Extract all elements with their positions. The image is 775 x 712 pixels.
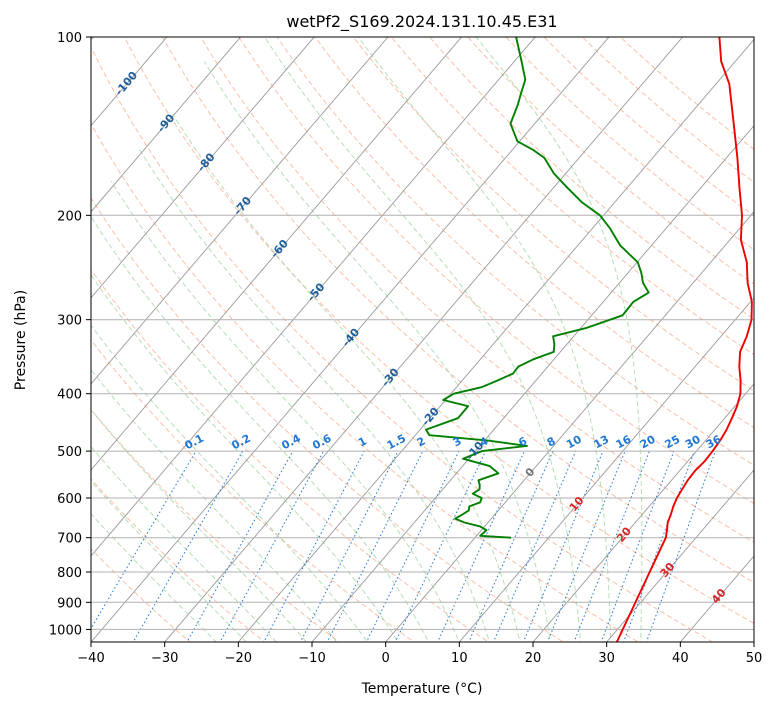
x-tick-label: −20 bbox=[225, 651, 252, 666]
y-tick-label: 300 bbox=[57, 314, 82, 329]
y-tick-label: 800 bbox=[57, 566, 82, 581]
y-axis-label: Pressure (hPa) bbox=[13, 290, 29, 390]
y-tick-label: 500 bbox=[57, 445, 82, 460]
y-tick-label: 200 bbox=[57, 209, 82, 224]
x-tick-label: 0 bbox=[382, 651, 390, 666]
plot-area bbox=[91, 37, 754, 642]
x-tick-label: 10 bbox=[451, 651, 468, 666]
y-tick-label: 1000 bbox=[49, 623, 82, 638]
x-tick-label: −40 bbox=[77, 651, 104, 666]
y-tick-label: 600 bbox=[57, 492, 82, 507]
x-tick-label: 50 bbox=[746, 651, 763, 666]
x-axis-label: Temperature (°C) bbox=[361, 681, 483, 697]
y-tick-label: 100 bbox=[57, 31, 82, 46]
x-tick-label: −30 bbox=[151, 651, 178, 666]
x-tick-label: −10 bbox=[298, 651, 325, 666]
x-tick-label: 20 bbox=[525, 651, 542, 666]
y-tick-label: 900 bbox=[57, 596, 82, 611]
x-tick-label: 30 bbox=[598, 651, 615, 666]
y-tick-label: 700 bbox=[57, 532, 82, 547]
chart-title: wetPf2_S169.2024.131.10.45.E31 bbox=[286, 12, 557, 32]
y-tick-label: 400 bbox=[57, 388, 82, 403]
x-tick-label: 40 bbox=[672, 651, 689, 666]
